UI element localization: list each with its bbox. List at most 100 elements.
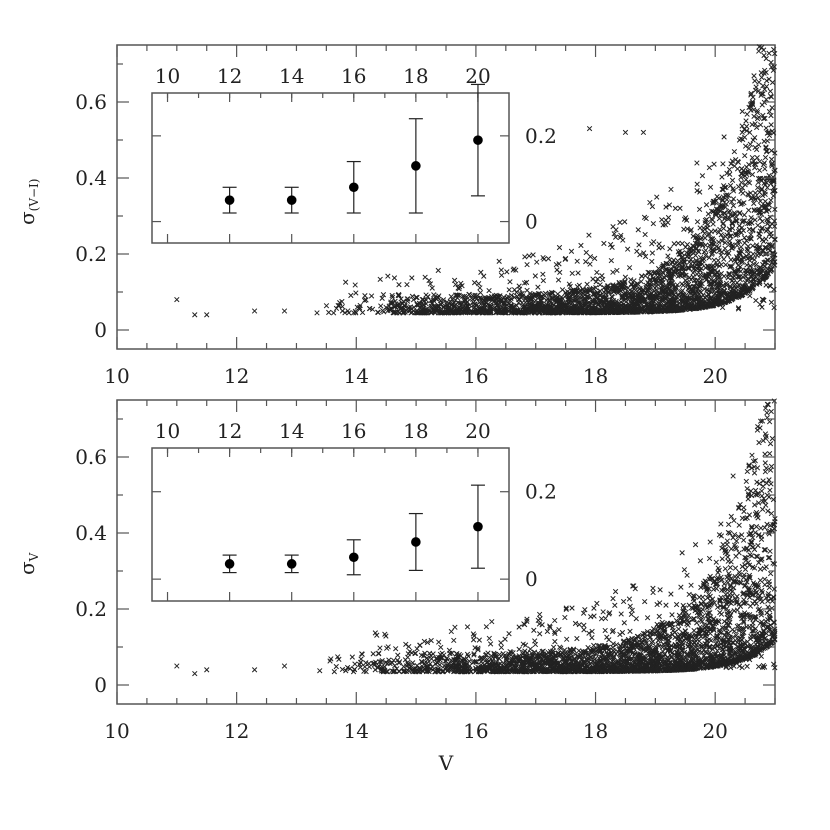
scatter-point xyxy=(749,171,756,178)
scatter-point xyxy=(763,96,769,103)
scatter-point xyxy=(377,276,383,282)
scatter-point xyxy=(753,297,759,304)
scatter-point xyxy=(739,123,745,129)
scatter-point xyxy=(757,122,764,128)
inset-x-tick-label: 10 xyxy=(155,64,180,88)
scatter-point xyxy=(747,141,754,147)
scatter-point xyxy=(594,269,600,276)
scatter-point xyxy=(513,267,519,273)
scatter-point xyxy=(323,303,330,309)
scatter-point xyxy=(667,274,674,281)
scatter-point xyxy=(362,293,368,299)
scatter-point xyxy=(342,279,349,285)
scatter-point xyxy=(647,199,653,206)
scatter-point xyxy=(722,245,728,252)
scatter-point xyxy=(757,158,763,165)
scatter-point xyxy=(281,308,288,314)
scatter-point xyxy=(727,564,733,571)
scatter-point xyxy=(755,222,761,228)
scatter-point xyxy=(569,270,575,277)
scatter-point xyxy=(352,282,358,288)
scatter-point xyxy=(591,255,598,262)
scatter-point xyxy=(622,129,629,136)
scatter-point xyxy=(379,295,385,301)
scatter-point xyxy=(602,290,608,297)
y-tick-label: 0 xyxy=(94,318,107,342)
scatter-point xyxy=(756,167,763,173)
scatter-point xyxy=(746,145,752,152)
scatter-point xyxy=(481,273,487,279)
scatter-point xyxy=(731,608,737,614)
scatter-point xyxy=(361,297,368,304)
scatter-point xyxy=(767,487,773,493)
scatter-point xyxy=(389,292,395,299)
scatter-point xyxy=(720,161,726,167)
scatter-point xyxy=(720,225,727,232)
scatter-point xyxy=(769,435,776,442)
scatter-point xyxy=(742,143,749,149)
scatter-point xyxy=(608,257,614,264)
scatter-point xyxy=(731,517,737,524)
scatter-point xyxy=(705,211,712,217)
scatter-point xyxy=(699,173,706,179)
scatter-point xyxy=(599,273,605,279)
scatter-point xyxy=(634,248,640,254)
scatter-point xyxy=(768,122,774,128)
scatter-point xyxy=(659,217,665,223)
scatter-point xyxy=(745,207,752,213)
scatter-point xyxy=(735,183,742,190)
scatter-point xyxy=(706,164,713,171)
scatter-point xyxy=(671,241,677,247)
scatter-point xyxy=(342,310,348,316)
scatter-point xyxy=(348,292,354,299)
inset-data-point xyxy=(473,135,483,145)
scatter-point xyxy=(471,280,478,286)
scatter-point xyxy=(251,308,258,314)
inset-x-tick-label: 14 xyxy=(279,64,304,88)
scatter-point xyxy=(601,240,607,247)
scatter-point xyxy=(766,108,773,115)
scatter-point xyxy=(557,269,563,276)
scatter-point xyxy=(766,50,772,56)
scatter-point xyxy=(722,240,728,246)
scatter-point xyxy=(759,218,765,225)
scatter-point xyxy=(622,219,628,225)
scatter-point xyxy=(732,211,738,217)
scatter-point xyxy=(641,214,648,220)
scatter-point xyxy=(724,197,730,203)
scatter-point xyxy=(720,221,726,227)
scatter-point xyxy=(710,221,716,227)
scatter-point xyxy=(314,310,320,316)
scatter-point xyxy=(763,78,770,84)
scatter-point xyxy=(578,242,584,249)
scatter-point xyxy=(204,312,210,318)
scatter-point xyxy=(743,478,749,485)
inset-x-tick-label: 16 xyxy=(341,64,366,88)
scatter-point xyxy=(762,582,768,588)
scatter-point xyxy=(726,238,733,244)
scatter-point xyxy=(766,419,773,425)
scatter-point xyxy=(715,257,721,264)
scatter-point xyxy=(583,259,589,265)
scatter-point xyxy=(696,206,703,213)
scatter-point xyxy=(769,244,775,250)
scatter-point xyxy=(724,538,731,544)
scatter-point xyxy=(532,273,538,279)
scatter-point xyxy=(721,134,727,140)
scatter-point xyxy=(721,581,727,587)
scatter-point xyxy=(370,651,376,657)
scatter-point xyxy=(672,205,679,211)
scatter-point xyxy=(734,623,741,629)
scatter-point xyxy=(649,203,656,210)
scatter-point xyxy=(694,219,701,225)
scatter-point xyxy=(770,256,776,263)
scatter-point xyxy=(541,256,547,262)
scatter-point xyxy=(753,161,759,168)
scatter-point xyxy=(727,263,734,269)
y-tick-label: 0.6 xyxy=(75,90,107,114)
scatter-point xyxy=(762,154,769,161)
scatter-point xyxy=(726,166,733,173)
inset-data-point xyxy=(224,195,235,205)
scatter-point xyxy=(762,166,768,172)
scatter-point xyxy=(684,279,690,285)
